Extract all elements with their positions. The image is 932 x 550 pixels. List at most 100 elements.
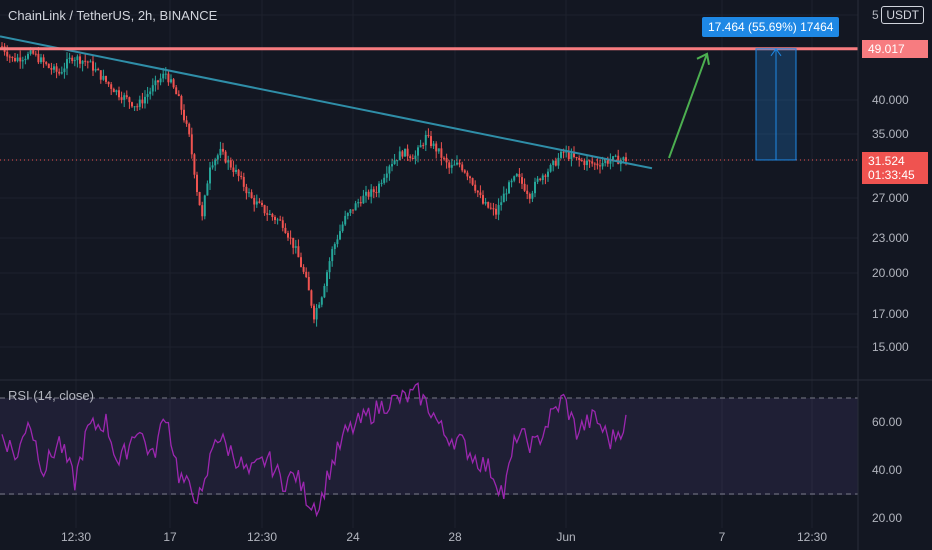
candle-body [235, 169, 237, 172]
candle-body [203, 195, 206, 217]
candle-body [237, 169, 240, 176]
candle-body [453, 164, 456, 166]
candle-body [625, 157, 627, 162]
candle-body [352, 209, 354, 211]
candle-body [411, 158, 414, 160]
candle-body [81, 60, 84, 64]
candle-body [170, 79, 172, 83]
candle-body [393, 160, 396, 165]
candle-body [224, 151, 227, 163]
candle-body [50, 67, 53, 70]
time-tick-label: 12:30 [797, 530, 827, 544]
candle-body [380, 182, 383, 184]
candle-body [45, 62, 48, 64]
candle-body [118, 90, 120, 98]
candle-body [354, 203, 357, 211]
candle-body [58, 71, 61, 74]
candle-body [479, 192, 482, 196]
rsi-indicator-label[interactable]: RSI (14, close) [8, 388, 94, 403]
candle-body [440, 148, 443, 158]
candle-body [591, 161, 594, 164]
candle-body [567, 151, 570, 159]
candle-body [349, 209, 352, 214]
candle-body [586, 160, 588, 166]
candle-body [302, 266, 305, 272]
candle-body [463, 170, 466, 173]
candle-body [289, 237, 292, 239]
candle-body [482, 195, 484, 204]
candle-body [34, 53, 37, 55]
candle-body [515, 174, 518, 177]
candle-body [578, 157, 581, 161]
candle-body [42, 57, 45, 63]
candle-body [497, 205, 500, 215]
candle-body [359, 202, 362, 204]
candle-body [601, 163, 604, 167]
candle-body [261, 202, 263, 206]
candle-body [120, 97, 123, 100]
candle-body [427, 134, 430, 137]
candle-body [401, 151, 404, 157]
candle-body [250, 192, 253, 199]
candle-body [84, 60, 87, 62]
price-tick-label: 15.000 [872, 340, 909, 354]
candle-body [409, 156, 412, 159]
candle-body [149, 91, 152, 95]
candle-body [375, 192, 378, 194]
candle-body [232, 167, 235, 172]
candle-body [97, 68, 100, 71]
candle-body [242, 176, 245, 187]
candle-body [14, 58, 16, 62]
candle-body [385, 173, 388, 178]
candle-body [549, 165, 552, 172]
candle-body [489, 207, 492, 209]
candle-body [141, 99, 144, 104]
candle-body [450, 165, 453, 168]
candle-body [287, 233, 289, 238]
current-price-value: 31.524 [868, 154, 905, 168]
candle-body [40, 57, 42, 63]
candle-body [37, 53, 40, 63]
candle-body [107, 81, 110, 85]
candle-body [448, 162, 451, 168]
candle-body [263, 205, 266, 214]
candle-body [599, 165, 601, 167]
candle-body [255, 201, 258, 205]
candle-body [396, 160, 399, 162]
candle-body [484, 202, 487, 204]
candle-body [19, 57, 22, 62]
candle-body [300, 257, 302, 267]
rsi-axis: 60.00 40.00 20.00 [872, 415, 902, 525]
candle-body [593, 163, 596, 165]
time-tick-label: Jun [556, 530, 575, 544]
candle-body [248, 192, 250, 194]
candle-body [271, 214, 274, 218]
candle-body [115, 90, 118, 93]
currency-label[interactable]: USDT [881, 6, 924, 24]
candle-body [209, 167, 211, 184]
candle-body [16, 57, 19, 62]
candle-body [110, 84, 113, 89]
candle-body [398, 151, 401, 161]
candle-body [253, 198, 256, 205]
candle-body [318, 304, 321, 308]
candle-body [281, 220, 284, 228]
time-tick-label: 7 [719, 530, 726, 544]
candle-body [307, 277, 310, 291]
candle-body [245, 186, 248, 194]
candle-body [372, 189, 375, 193]
candle-body [523, 183, 526, 191]
candle-body [526, 190, 529, 194]
candle-body [63, 68, 66, 73]
candle-body [466, 172, 469, 177]
candle-body [414, 155, 417, 160]
countdown-value: 01:33:45 [868, 168, 915, 182]
candle-body [219, 148, 222, 156]
candle-body [492, 208, 495, 210]
candle-body [138, 99, 141, 107]
time-tick-label: 28 [448, 530, 462, 544]
candle-body [339, 231, 341, 240]
candle-body [177, 94, 180, 96]
candle-body [554, 160, 557, 166]
candle-body [144, 96, 146, 104]
